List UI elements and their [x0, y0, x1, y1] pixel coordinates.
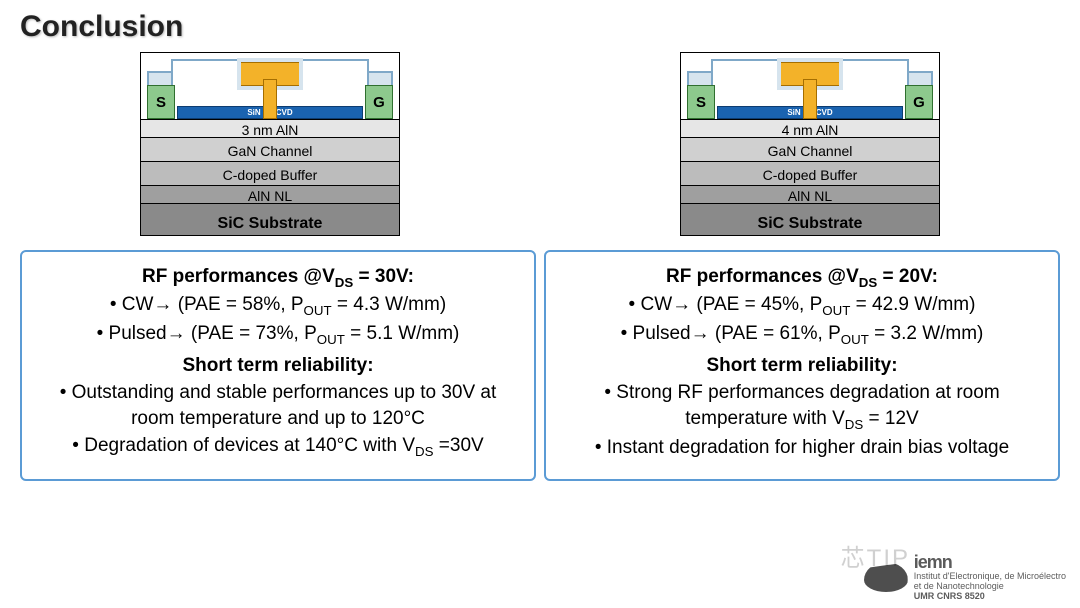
drain-contact: G	[365, 85, 393, 119]
device-left: SiN PECVD SiN MOCVD S G 3 nm AlNGaN Chan…	[140, 52, 400, 236]
layer: GaN Channel	[681, 137, 939, 161]
logo-brand: iemn	[914, 553, 1066, 573]
box-right-rel-header: Short term reliability:	[562, 353, 1042, 380]
source-contact: S	[147, 85, 175, 119]
layer: C-doped Buffer	[141, 161, 399, 185]
diagrams-row: SiN PECVD SiN MOCVD S G 3 nm AlNGaN Chan…	[20, 52, 1060, 236]
box-right-rel1: Strong RF performances degradation at ro…	[562, 380, 1042, 435]
layer: AlN NL	[141, 185, 399, 203]
logo-text: iemn Institut d'Electronique, de Microél…	[914, 553, 1066, 602]
device-right-stack: SiN MOCVD S G 4 nm AlNGaN ChannelC-doped…	[680, 52, 940, 236]
box-left-rel1: Outstanding and stable performances up t…	[38, 380, 518, 433]
logo: iemn Institut d'Electronique, de Microél…	[864, 553, 1066, 602]
box-right-pulsed: Pulsed→ (PAE = 61%, POUT = 3.2 W/mm)	[562, 321, 1042, 349]
box-left-rel-header: Short term reliability:	[38, 353, 518, 380]
box-left-cw: CW→ (PAE = 58%, POUT = 4.3 W/mm)	[38, 292, 518, 320]
device-right: SiN PECVD SiN MOCVD S G 4 nm AlNGaN Chan…	[680, 52, 940, 236]
gate-stem	[263, 79, 277, 119]
source-contact: S	[687, 85, 715, 119]
box-left-header: RF performances @VDS = 30V:	[38, 264, 518, 292]
layer: SiC Substrate	[141, 203, 399, 235]
device-left-top: SiN MOCVD S G	[141, 53, 399, 119]
box-left-rel2: Degradation of devices at 140°C with VDS…	[38, 433, 518, 461]
layer: SiC Substrate	[681, 203, 939, 235]
slide-title: Conclusion	[20, 10, 1060, 44]
layer: 3 nm AlN	[141, 119, 399, 137]
box-left-rf-list: CW→ (PAE = 58%, POUT = 4.3 W/mm) Pulsed→…	[38, 292, 518, 349]
box-right-cw: CW→ (PAE = 45%, POUT = 42.9 W/mm)	[562, 292, 1042, 320]
box-right-rel-list: Strong RF performances degradation at ro…	[562, 380, 1042, 462]
layer: GaN Channel	[141, 137, 399, 161]
layer: 4 nm AlN	[681, 119, 939, 137]
box-right-rf-list: CW→ (PAE = 45%, POUT = 42.9 W/mm) Pulsed…	[562, 292, 1042, 349]
box-left-rel-list: Outstanding and stable performances up t…	[38, 380, 518, 462]
device-left-stack: SiN MOCVD S G 3 nm AlNGaN ChannelC-doped…	[140, 52, 400, 236]
box-right-rel2: Instant degradation for higher drain bia…	[562, 435, 1042, 462]
logo-mark-icon	[864, 562, 908, 592]
info-box-right: RF performances @VDS = 20V: CW→ (PAE = 4…	[544, 250, 1060, 481]
info-box-left: RF performances @VDS = 30V: CW→ (PAE = 5…	[20, 250, 536, 481]
layer: AlN NL	[681, 185, 939, 203]
logo-line3: UMR CNRS 8520	[914, 592, 1066, 602]
layer: C-doped Buffer	[681, 161, 939, 185]
box-right-header: RF performances @VDS = 20V:	[562, 264, 1042, 292]
drain-contact: G	[905, 85, 933, 119]
gate-stem	[803, 79, 817, 119]
info-boxes: RF performances @VDS = 30V: CW→ (PAE = 5…	[20, 250, 1060, 481]
device-right-top: SiN MOCVD S G	[681, 53, 939, 119]
box-left-pulsed: Pulsed→ (PAE = 73%, POUT = 5.1 W/mm)	[38, 321, 518, 349]
